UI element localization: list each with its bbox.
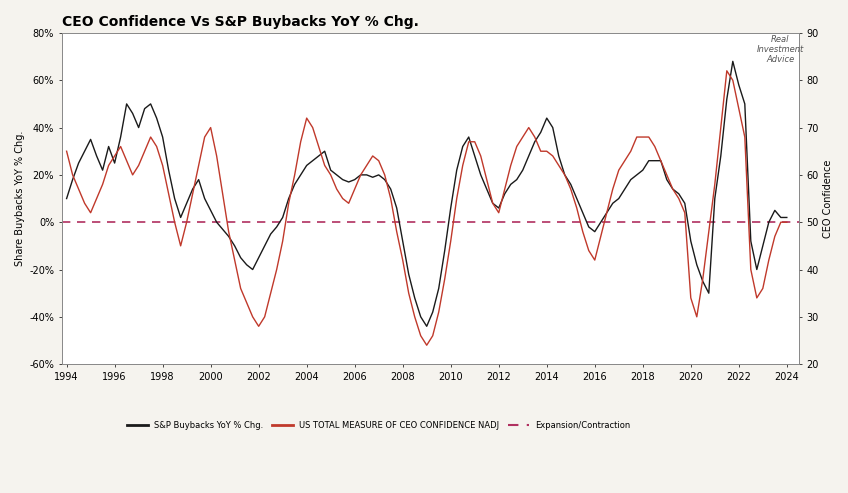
Legend: S&P Buybacks YoY % Chg., US TOTAL MEASURE OF CEO CONFIDENCE NADJ, Expansion/Cont: S&P Buybacks YoY % Chg., US TOTAL MEASUR… — [124, 417, 634, 433]
Text: Real
Investment
Advice: Real Investment Advice — [756, 35, 804, 64]
Text: CEO Confidence Vs S&P Buybacks YoY % Chg.: CEO Confidence Vs S&P Buybacks YoY % Chg… — [62, 15, 419, 29]
Y-axis label: Share Buybacks YoY % Chg.: Share Buybacks YoY % Chg. — [15, 131, 25, 266]
Y-axis label: CEO Confidence: CEO Confidence — [823, 159, 833, 238]
